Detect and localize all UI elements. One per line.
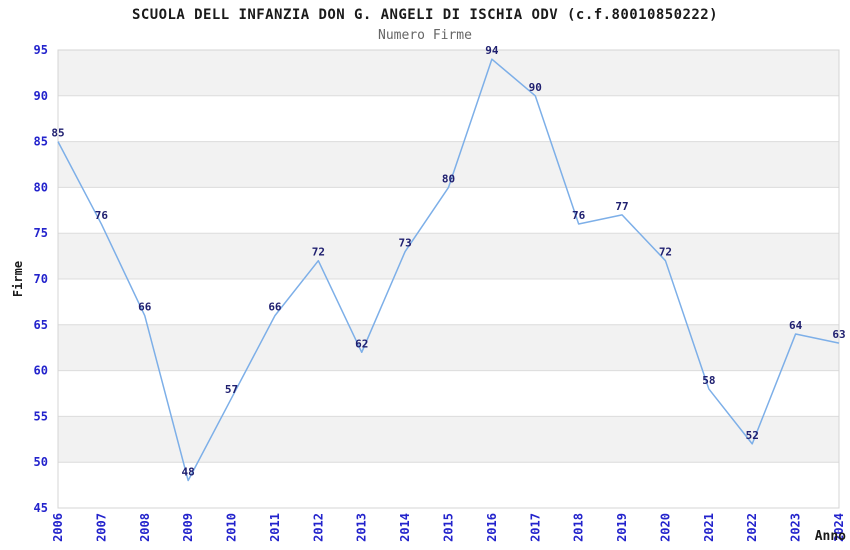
point-label: 90 xyxy=(529,81,542,94)
x-tick-label: 2019 xyxy=(615,513,629,542)
plot-border xyxy=(57,49,840,509)
y-tick-labels: 45 50 55 60 65 70 75 80 85 90 95 xyxy=(34,43,48,515)
plot-band xyxy=(58,233,839,279)
x-tick-label: 2007 xyxy=(94,513,108,542)
point-label: 66 xyxy=(138,301,152,314)
x-tick-label: 2022 xyxy=(745,513,759,542)
x-tick-label: 2009 xyxy=(181,513,195,542)
y-tick-label: 80 xyxy=(34,180,48,194)
point-labels: 85 76 66 48 57 66 72 62 73 80 94 90 76 77 72 58 52 64 63 xyxy=(51,44,845,478)
point-label: 72 xyxy=(659,246,672,259)
x-tick-label: 2006 xyxy=(51,513,65,542)
point-label: 76 xyxy=(572,209,586,222)
x-tick-labels: 2006 2007 2008 2009 2010 2011 2012 2013 2014 2015… xyxy=(51,513,846,542)
point-label: 66 xyxy=(268,301,282,314)
y-tick-label: 85 xyxy=(34,135,48,149)
y-tick-label: 60 xyxy=(34,364,48,378)
data-line xyxy=(57,58,840,482)
chart-title: SCUOLA DELL INFANZIA DON G. ANGELI DI IS… xyxy=(132,7,718,23)
point-label: 80 xyxy=(442,172,455,185)
plot-band xyxy=(58,141,839,188)
y-tick-label: 95 xyxy=(34,43,48,57)
x-tick-label: 2016 xyxy=(485,513,499,542)
point-label: 64 xyxy=(789,319,803,332)
x-tick-label: 2014 xyxy=(398,513,412,542)
x-tick-label: 2018 xyxy=(572,513,586,542)
y-tick-label: 70 xyxy=(34,272,48,286)
point-label: 72 xyxy=(312,246,325,259)
point-label: 73 xyxy=(398,237,411,250)
x-tick-label: 2011 xyxy=(268,513,282,542)
point-label: 48 xyxy=(182,466,195,479)
y-tick-label: 90 xyxy=(34,89,48,103)
y-tick-label: 75 xyxy=(34,226,48,240)
y-tick-label: 50 xyxy=(34,455,48,469)
y-tick-label: 65 xyxy=(34,318,48,332)
x-tick-label: 2012 xyxy=(311,513,325,542)
point-label: 77 xyxy=(615,200,628,213)
x-tick-label: 2017 xyxy=(528,513,542,542)
point-label: 76 xyxy=(95,209,109,222)
x-tick-label: 2020 xyxy=(658,513,672,542)
x-axis-label: Anno xyxy=(814,529,846,544)
point-label: 63 xyxy=(832,328,845,341)
point-label: 52 xyxy=(746,429,759,442)
x-tick-label: 2023 xyxy=(789,513,803,542)
point-label: 94 xyxy=(485,44,499,57)
plot-band xyxy=(58,324,839,371)
plot-band xyxy=(58,50,839,96)
point-label: 57 xyxy=(225,383,238,396)
point-label: 62 xyxy=(355,337,368,350)
x-tick-label: 2024 xyxy=(832,513,846,542)
y-tick-label: 45 xyxy=(34,501,48,515)
plot-bands xyxy=(58,50,839,463)
x-tick-label: 2021 xyxy=(702,513,716,542)
plot-band xyxy=(58,416,839,463)
point-label: 58 xyxy=(702,374,715,387)
x-tick-label: 2015 xyxy=(442,513,456,542)
x-tick-label: 2008 xyxy=(138,513,152,542)
chart-subtitle: Numero Firme xyxy=(378,28,472,43)
point-label: 85 xyxy=(51,127,64,140)
x-tick-label: 2013 xyxy=(355,513,369,542)
x-tick-label: 2010 xyxy=(225,513,239,542)
y-tick-label: 55 xyxy=(34,409,48,423)
